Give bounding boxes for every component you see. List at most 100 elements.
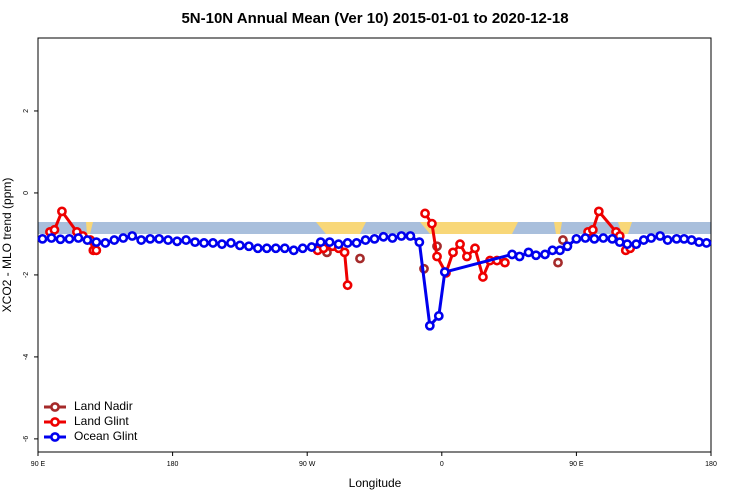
data-point <box>607 233 618 244</box>
data-point <box>306 242 317 252</box>
y-tick-label: -4 <box>23 354 30 360</box>
x-tick-label: 90 E <box>569 461 584 468</box>
data-point <box>701 238 712 248</box>
data-point <box>226 238 236 248</box>
data-point <box>333 239 344 250</box>
land-patch <box>86 222 93 234</box>
data-point <box>598 233 609 243</box>
data-point <box>342 238 353 248</box>
data-point <box>288 245 299 256</box>
y-tick-label: -2 <box>23 272 30 278</box>
data-point <box>614 237 625 248</box>
data-point <box>91 237 102 248</box>
data-point <box>297 243 308 254</box>
data-point <box>679 233 689 244</box>
legend-label: Land Nadir <box>74 399 133 413</box>
data-point <box>448 247 458 258</box>
data-point <box>547 245 558 256</box>
data-point <box>355 253 365 264</box>
data-point <box>315 237 326 248</box>
data-point <box>553 257 563 268</box>
data-point <box>37 233 48 244</box>
data-point <box>127 231 138 241</box>
data-point <box>622 239 633 250</box>
data-point <box>64 233 75 244</box>
data-point <box>73 233 84 243</box>
data-point <box>631 239 642 250</box>
data-point <box>252 243 263 254</box>
data-point <box>555 245 565 256</box>
data-point <box>571 233 582 244</box>
data-point <box>118 233 129 243</box>
data-point <box>145 233 156 244</box>
land-patch <box>554 222 562 234</box>
y-tick-label: 2 <box>23 109 30 113</box>
data-point <box>234 240 245 251</box>
data-point <box>420 208 430 219</box>
data-point <box>55 234 66 245</box>
data-point <box>378 231 389 242</box>
data-point <box>587 224 598 235</box>
data-point <box>507 249 517 260</box>
legend-swatch-marker <box>50 432 60 442</box>
data-point <box>190 237 200 248</box>
data-point <box>163 235 174 245</box>
data-point <box>369 233 380 244</box>
legend-swatch-marker <box>50 402 60 412</box>
data-point <box>439 267 450 277</box>
data-point <box>638 235 649 245</box>
data-point <box>208 238 218 248</box>
data-point <box>181 235 191 245</box>
legend-label: Ocean Glint <box>74 429 138 443</box>
data-point <box>671 233 682 244</box>
data-point <box>531 250 541 261</box>
data-point <box>414 237 425 248</box>
x-tick-label: 90 E <box>31 461 46 468</box>
data-point <box>46 233 57 243</box>
plot-frame <box>37 37 712 453</box>
data-point <box>580 233 591 243</box>
data-point <box>427 218 437 229</box>
data-point <box>360 235 371 245</box>
data-point <box>387 233 398 243</box>
data-point <box>396 231 407 241</box>
data-point <box>136 235 147 245</box>
data-point <box>433 311 444 321</box>
data-point <box>100 238 111 248</box>
data-point <box>270 243 281 254</box>
data-point <box>589 233 600 244</box>
data-point <box>462 251 472 262</box>
data-point <box>91 245 102 256</box>
data-point <box>243 241 254 252</box>
x-tick-label: 180 <box>167 461 179 468</box>
data-point <box>57 206 67 217</box>
data-point <box>279 243 290 254</box>
land-mask <box>38 222 711 234</box>
data-point <box>646 233 657 243</box>
data-point <box>478 272 488 282</box>
land-patch <box>420 222 518 234</box>
x-tick-label: 180 <box>705 461 717 468</box>
data-point <box>432 251 442 262</box>
y-tick-label: -6 <box>23 436 30 442</box>
data-point <box>49 224 60 235</box>
ocean-strip <box>38 222 711 234</box>
data-point <box>261 243 272 254</box>
data-point <box>405 231 416 241</box>
series-line <box>42 234 707 330</box>
data-point <box>500 257 510 268</box>
data-point <box>662 235 673 245</box>
legend-label: Land Glint <box>74 414 129 428</box>
x-axis-label: Longitude <box>349 476 402 490</box>
data-point <box>154 233 165 244</box>
data-point <box>593 206 604 217</box>
data-point <box>199 238 209 248</box>
data-point <box>424 320 435 331</box>
data-point <box>339 247 350 258</box>
data-point <box>217 239 227 250</box>
data-point <box>558 235 568 245</box>
data-point <box>172 236 182 247</box>
data-point <box>455 239 465 250</box>
y-axis-label: XCO2 - MLO trend (ppm) <box>0 178 14 313</box>
